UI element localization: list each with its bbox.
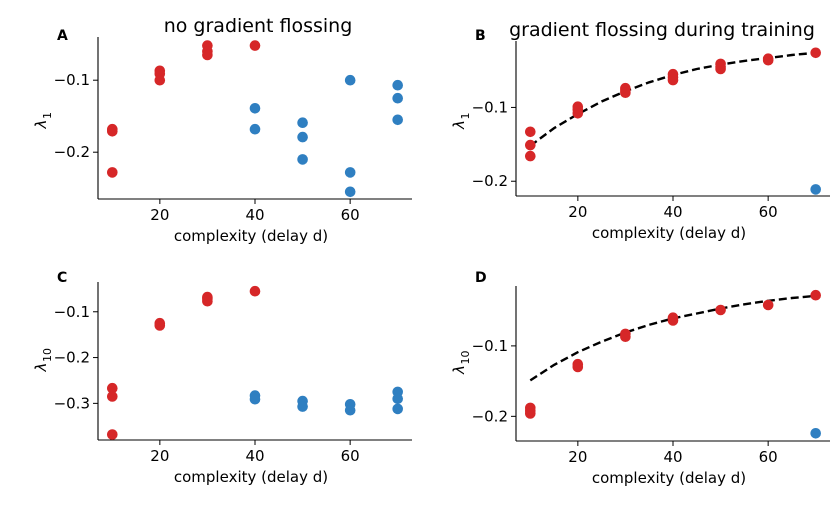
x-tick-label: 20 xyxy=(568,448,587,466)
data-point-blue xyxy=(249,103,261,114)
x-axis-label: complexity (delay d) xyxy=(592,224,746,242)
panel-letter: B xyxy=(475,28,486,44)
x-tick-label: 60 xyxy=(759,203,778,221)
y-axis-label-subscript: 1 xyxy=(41,112,54,119)
data-point-red xyxy=(667,315,679,326)
x-tick-label: 60 xyxy=(341,447,360,465)
data-point-blue xyxy=(297,117,308,128)
y-axis-label: λ10 xyxy=(32,348,54,372)
x-tick-label: 60 xyxy=(759,448,778,466)
data-point-red xyxy=(525,126,536,138)
panel-title: gradient flossing during training xyxy=(509,19,815,41)
y-tick-label: −0.2 xyxy=(472,407,508,425)
data-point-blue xyxy=(344,74,356,86)
y-tick-label: −0.1 xyxy=(472,98,508,116)
data-point-blue xyxy=(392,403,404,415)
data-point-blue xyxy=(810,428,821,439)
data-point-red xyxy=(154,320,166,331)
y-axis-label-symbol: λ xyxy=(32,363,50,373)
data-point-red xyxy=(715,63,726,75)
panel-letter: D xyxy=(475,270,487,286)
data-point-blue xyxy=(297,131,308,143)
data-point-red xyxy=(810,289,821,301)
fit-curve xyxy=(529,51,816,147)
data-point-blue xyxy=(344,186,356,198)
y-axis-label-symbol: λ xyxy=(450,120,468,130)
data-point-red xyxy=(107,391,118,402)
data-point-blue xyxy=(392,393,404,405)
data-point-red xyxy=(572,361,584,373)
y-tick-label: −0.2 xyxy=(472,172,508,190)
y-axis-label-subscript: 10 xyxy=(459,351,472,365)
data-point-red xyxy=(202,49,213,61)
x-tick-label: 20 xyxy=(150,206,169,224)
data-point-blue xyxy=(297,401,308,412)
y-axis-label: λ10 xyxy=(450,351,472,375)
y-axis-label-symbol: λ xyxy=(450,365,468,375)
panel-b: 20 40 60 −0.1 −0.2 complexity (delay d) λ1 B gra… xyxy=(450,19,830,242)
data-point-blue xyxy=(249,123,261,135)
y-axis-label-subscript: 1 xyxy=(459,113,472,120)
data-point-red xyxy=(107,429,118,440)
y-tick-label: −0.1 xyxy=(54,303,90,321)
data-point-red xyxy=(572,108,584,119)
data-point-red xyxy=(525,139,536,151)
y-tick-label: −0.1 xyxy=(472,337,508,355)
y-tick-label: −0.2 xyxy=(54,349,90,367)
data-point-red xyxy=(249,285,261,297)
x-tick-label: 40 xyxy=(245,206,264,224)
y-axis-label-symbol: λ xyxy=(32,120,50,130)
data-point-blue xyxy=(344,167,356,178)
data-point-red xyxy=(810,47,821,59)
data-point-blue xyxy=(297,154,308,165)
panel-d: 20 40 60 −0.1 −0.2 complexity (delay d) λ10 D xyxy=(450,270,830,487)
data-point-red xyxy=(525,150,536,162)
data-point-red xyxy=(762,54,774,66)
x-tick-label: 20 xyxy=(568,203,587,221)
panel-c: 20 40 60 −0.1 −0.2 −0.3 complexity (delay d) λ1… xyxy=(32,270,412,486)
data-point-red xyxy=(202,295,213,307)
panel-letter: A xyxy=(57,28,68,44)
x-axis-label: complexity (delay d) xyxy=(174,468,328,486)
panel-title: no gradient flossing xyxy=(164,15,353,37)
data-point-red xyxy=(107,167,118,178)
y-axis-label-subscript: 10 xyxy=(41,348,54,362)
x-tick-label: 40 xyxy=(663,448,682,466)
y-axis-label: λ1 xyxy=(450,113,472,130)
data-point-blue xyxy=(249,393,261,405)
data-point-red xyxy=(525,408,536,419)
data-point-blue xyxy=(344,404,356,416)
y-axis-label: λ1 xyxy=(32,112,54,129)
panel-letter: C xyxy=(57,270,67,286)
data-point-blue xyxy=(392,92,404,104)
data-point-red xyxy=(715,304,726,316)
y-tick-label: −0.3 xyxy=(54,394,90,412)
data-point-red xyxy=(154,74,166,86)
x-tick-label: 40 xyxy=(663,203,682,221)
data-point-red xyxy=(249,40,261,51)
data-point-blue xyxy=(810,184,821,195)
data-point-red xyxy=(107,126,118,137)
y-tick-label: −0.1 xyxy=(54,71,90,89)
x-tick-label: 40 xyxy=(245,447,264,465)
data-point-blue xyxy=(392,114,404,126)
x-tick-label: 20 xyxy=(150,447,169,465)
data-point-red xyxy=(620,87,631,98)
data-point-red xyxy=(762,299,774,311)
x-tick-label: 60 xyxy=(341,206,360,224)
x-axis-label: complexity (delay d) xyxy=(592,469,746,487)
data-point-blue xyxy=(392,79,404,91)
data-point-red xyxy=(620,331,631,343)
x-axis-label: complexity (delay d) xyxy=(174,227,328,245)
panel-a: 20 40 60 −0.1 −0.2 complexity (delay d) λ1 A no … xyxy=(32,15,412,245)
data-point-red xyxy=(107,382,118,394)
data-point-red xyxy=(667,74,679,86)
y-tick-label: −0.2 xyxy=(54,143,90,161)
